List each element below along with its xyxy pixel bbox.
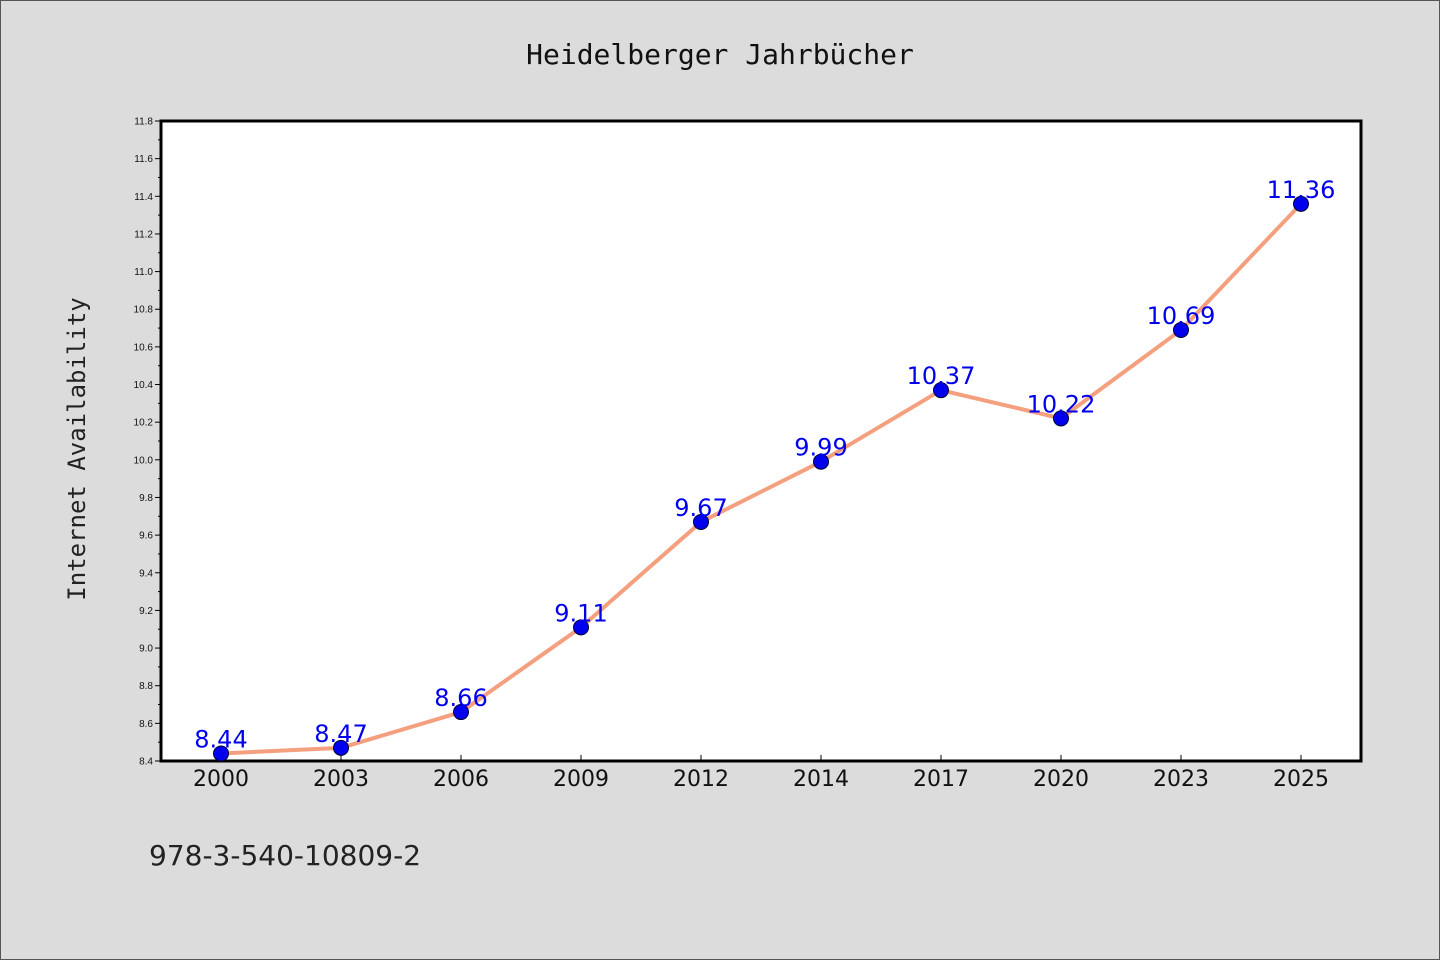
y-tick-label: 9.2 [139, 606, 153, 617]
data-label: 10.69 [1147, 302, 1216, 330]
y-tick-label: 11.8 [134, 117, 153, 128]
y-tick-label: 11.2 [134, 229, 153, 240]
y-tick-label: 10.0 [134, 455, 154, 466]
data-point [573, 619, 589, 636]
y-tick-label: 9.6 [139, 531, 153, 542]
x-tick-label: 2003 [313, 767, 369, 792]
y-tick-label: 8.4 [139, 757, 153, 768]
y-tick-label: 10.8 [134, 305, 154, 316]
data-label: 10.22 [1027, 390, 1096, 418]
y-tick-label: 9.4 [139, 568, 153, 579]
x-tick-label: 2020 [1033, 767, 1089, 792]
x-tick-label: 2012 [673, 767, 729, 792]
plot-area [159, 119, 1363, 763]
y-tick-label: 8.6 [139, 719, 153, 730]
x-tick-label: 2017 [913, 767, 969, 792]
data-label: 10.37 [907, 362, 976, 390]
x-tick-label: 2009 [553, 767, 609, 792]
x-tick-label: 2006 [433, 767, 489, 792]
x-axis: 2000 2003 2006 2009 2012 2014 2017 2020 2023 2025 [193, 755, 1329, 792]
series-markers [213, 195, 1309, 762]
y-tick-label: 9.8 [139, 493, 153, 504]
data-label: 8.66 [434, 684, 487, 712]
data-label: 11.36 [1267, 176, 1336, 204]
chart-title: Heidelberger Jahrbücher [526, 38, 914, 71]
data-label: 9.67 [674, 494, 727, 522]
y-axis-label: Internet Availability [63, 297, 91, 600]
data-point [1293, 195, 1309, 212]
data-label: 8.47 [314, 720, 367, 748]
data-point [693, 513, 709, 530]
y-tick-label: 11.0 [134, 267, 153, 278]
y-axis: 8.4 8.6 8.8 9.0 9.2 9.4 9.6 9.8 10.0 10.2 10.4 10.6… [134, 117, 161, 768]
y-tick-label: 9.0 [139, 644, 153, 655]
data-point [453, 704, 469, 721]
data-point [1173, 321, 1189, 338]
y-tick-label: 10.6 [134, 342, 154, 353]
x-tick-label: 2000 [193, 767, 249, 792]
data-point [933, 382, 949, 399]
y-tick-label: 11.4 [134, 192, 153, 203]
y-tick-label: 10.2 [134, 418, 154, 429]
x-tick-label: 2025 [1273, 767, 1329, 792]
y-tick-label: 8.8 [139, 681, 153, 692]
data-point [1053, 410, 1069, 427]
y-tick-label: 11.6 [134, 154, 153, 165]
series-line [219, 201, 1303, 756]
isbn-text: 978-3-540-10809-2 [149, 839, 421, 872]
data-label: 9.11 [554, 599, 607, 627]
data-label: 8.44 [194, 725, 247, 753]
data-point [333, 739, 349, 756]
x-tick-label: 2023 [1153, 767, 1209, 792]
data-point [813, 453, 829, 470]
data-point [213, 745, 229, 762]
x-tick-label: 2014 [793, 767, 849, 792]
y-tick-label: 10.4 [134, 380, 154, 391]
data-label: 9.99 [794, 434, 847, 462]
data-labels: 8.44 8.47 8.66 9.11 9.67 9.99 10.37 10.22 10.69 1… [194, 176, 1335, 754]
